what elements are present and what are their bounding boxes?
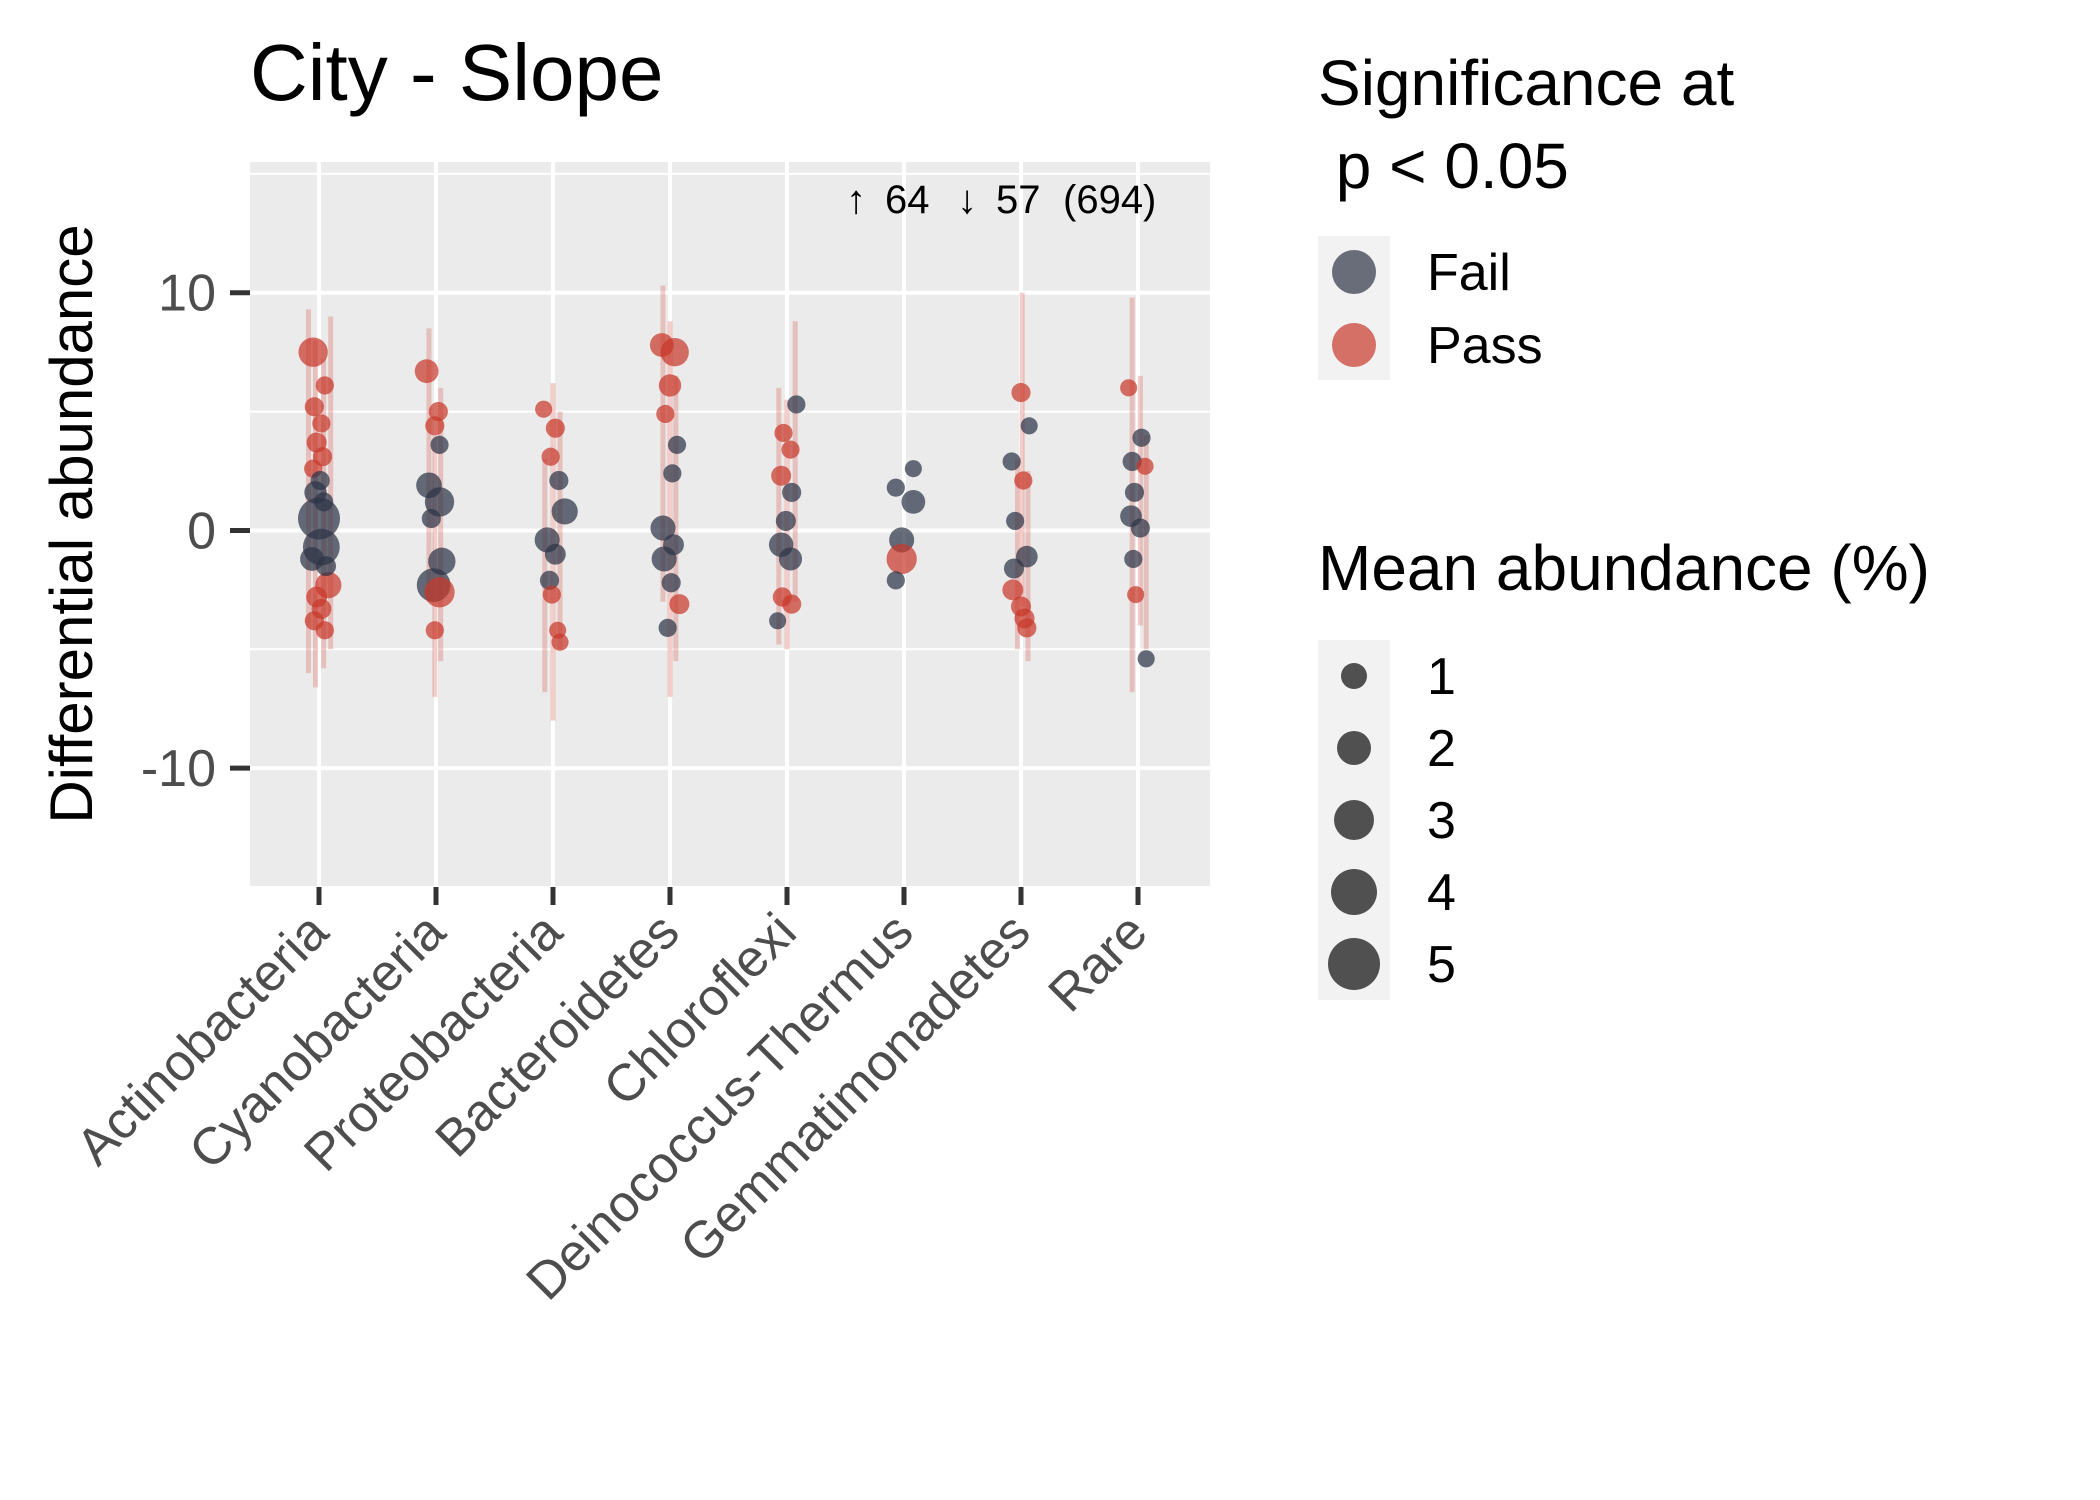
legend-significance: Significance at p < 0.05 Fail Pass bbox=[1318, 47, 1734, 380]
data-point bbox=[1132, 428, 1151, 447]
data-point bbox=[1002, 579, 1024, 601]
data-point bbox=[771, 465, 792, 486]
data-point bbox=[1017, 618, 1037, 638]
data-point bbox=[1014, 471, 1033, 490]
data-point bbox=[658, 618, 677, 637]
data-point bbox=[539, 570, 560, 590]
data-point bbox=[1120, 379, 1138, 397]
legend-key-pass bbox=[1332, 323, 1376, 367]
chart-title: City - Slope bbox=[250, 28, 663, 117]
data-point bbox=[430, 435, 449, 454]
data-point bbox=[315, 556, 337, 577]
data-point bbox=[661, 573, 681, 593]
data-point bbox=[769, 612, 787, 630]
data-point bbox=[1124, 482, 1145, 502]
data-point bbox=[1136, 457, 1154, 475]
legend-size-label-1: 1 bbox=[1427, 648, 1456, 706]
legend-size-key-4 bbox=[1331, 869, 1377, 915]
data-point bbox=[549, 470, 569, 491]
legend-label-pass: Pass bbox=[1427, 317, 1543, 375]
legend-size-key-5 bbox=[1328, 938, 1380, 990]
total-count: (694) bbox=[1063, 178, 1156, 222]
data-point bbox=[886, 543, 917, 575]
legend-size-label-3: 3 bbox=[1427, 792, 1456, 850]
y-tick-label: -10 bbox=[141, 740, 216, 798]
data-point bbox=[542, 585, 561, 604]
legend-size: Mean abundance (%) 1 2 3 4 5 bbox=[1318, 532, 1930, 1000]
data-point bbox=[886, 571, 905, 590]
data-point bbox=[425, 416, 445, 436]
data-point bbox=[314, 492, 334, 512]
up-count: 64 bbox=[885, 178, 930, 222]
data-point bbox=[667, 435, 687, 454]
data-point bbox=[663, 464, 682, 483]
legend-size-label-5: 5 bbox=[1427, 936, 1456, 994]
y-tick-label: 0 bbox=[187, 502, 216, 560]
data-point bbox=[551, 498, 578, 525]
plot-panel bbox=[250, 162, 1210, 887]
data-point bbox=[651, 546, 677, 572]
data-point bbox=[535, 400, 553, 418]
data-point bbox=[1002, 452, 1021, 471]
legend-significance-title-line1: Significance at bbox=[1318, 47, 1734, 119]
legend-label-fail: Fail bbox=[1427, 244, 1511, 302]
data-point bbox=[315, 376, 334, 395]
data-point bbox=[1137, 650, 1155, 668]
data-point bbox=[778, 547, 803, 571]
data-point bbox=[428, 547, 456, 576]
data-point bbox=[782, 594, 802, 614]
legend-size-key-3 bbox=[1334, 800, 1374, 840]
legend-significance-title-line2: p < 0.05 bbox=[1318, 130, 1569, 202]
data-point bbox=[304, 397, 324, 417]
data-point bbox=[1011, 382, 1031, 403]
data-point bbox=[1124, 549, 1143, 569]
data-point bbox=[421, 508, 441, 529]
data-point bbox=[424, 577, 455, 608]
data-point bbox=[414, 359, 439, 384]
data-point bbox=[782, 482, 802, 502]
data-point bbox=[1003, 558, 1025, 579]
legend-size-key-2 bbox=[1337, 731, 1371, 765]
data-point bbox=[1130, 518, 1150, 538]
data-point bbox=[658, 374, 682, 397]
legend-size-label-4: 4 bbox=[1427, 864, 1456, 922]
data-point bbox=[787, 395, 806, 414]
count-annotation: ↑ 64 ↓ 57 (694) bbox=[846, 178, 1156, 222]
data-point bbox=[774, 423, 793, 443]
data-point bbox=[1006, 511, 1025, 531]
legend-size-title: Mean abundance (%) bbox=[1318, 532, 1930, 604]
y-axis-title: Differential abundance bbox=[38, 224, 105, 823]
data-point bbox=[545, 418, 565, 438]
data-point bbox=[901, 490, 926, 514]
legend-size-key-1 bbox=[1341, 663, 1367, 689]
data-point bbox=[660, 337, 689, 367]
data-point bbox=[425, 621, 444, 640]
data-point bbox=[886, 478, 905, 497]
data-points bbox=[297, 333, 1155, 668]
up-arrow: ↑ bbox=[846, 178, 866, 222]
data-point bbox=[904, 460, 922, 478]
data-point bbox=[544, 543, 566, 565]
data-point bbox=[541, 447, 560, 466]
data-point bbox=[1127, 586, 1145, 604]
grid-minor bbox=[250, 172, 1210, 888]
data-point bbox=[650, 515, 676, 541]
data-point bbox=[656, 404, 675, 424]
y-tick-label: 10 bbox=[158, 265, 216, 323]
data-point bbox=[775, 510, 796, 531]
data-point bbox=[298, 337, 328, 367]
data-point bbox=[551, 633, 569, 651]
data-point bbox=[781, 440, 800, 459]
data-point bbox=[315, 621, 334, 640]
y-axis: -10 0 10 bbox=[141, 265, 250, 798]
data-point bbox=[312, 414, 331, 433]
data-point bbox=[669, 594, 690, 615]
data-point bbox=[1020, 417, 1038, 435]
legend-size-label-2: 2 bbox=[1427, 720, 1456, 778]
legend-key-fail bbox=[1332, 250, 1376, 294]
down-arrow: ↓ bbox=[957, 178, 977, 222]
down-count: 57 bbox=[996, 178, 1041, 222]
